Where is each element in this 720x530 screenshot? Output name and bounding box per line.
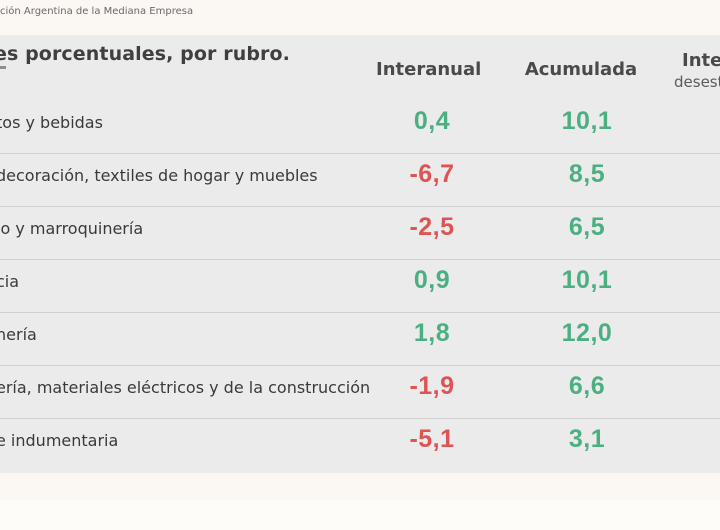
row-label: tos y bebidas (0, 113, 103, 132)
value-acumulada: 6,6 (568, 372, 606, 400)
source-caption: ción Argentina de la Mediana Empresa (0, 6, 194, 17)
value-acumulada: 6,5 (568, 213, 606, 241)
table-row: tos y bebidas 0,4 10,1 (0, 101, 720, 154)
table-row: e indumentaria -5,1 3,1 (0, 419, 720, 472)
table-row: lo y marroquinería -2,5 6,5 (0, 207, 720, 260)
row-label: decoración, textiles de hogar y muebles (0, 166, 318, 185)
footer-strip (0, 500, 720, 530)
value-interanual: 0,4 (413, 107, 451, 135)
value-interanual: -2,5 (409, 213, 455, 241)
value-interanual: -1,9 (409, 372, 455, 400)
row-separator (0, 206, 720, 207)
table-title: es porcentuales, por rubro. (0, 43, 290, 65)
column-subheader-third: desest (674, 73, 720, 91)
table-panel: es porcentuales, por rubro. Interanual A… (0, 35, 720, 473)
value-acumulada: 10,1 (561, 107, 613, 135)
value-interanual: 0,9 (413, 266, 451, 294)
row-label: nería (0, 325, 37, 344)
row-separator (0, 418, 720, 419)
value-acumulada: 10,1 (561, 266, 613, 294)
row-separator (0, 259, 720, 260)
row-separator (0, 153, 720, 154)
column-header-acumulada: Acumulada (524, 59, 638, 80)
value-interanual: -5,1 (409, 425, 455, 453)
value-interanual: -6,7 (409, 160, 455, 188)
row-label: e indumentaria (0, 431, 119, 450)
table-row: cia 0,9 10,1 (0, 260, 720, 313)
row-label: ería, materiales eléctricos y de la cons… (0, 378, 371, 397)
title-underline (0, 66, 6, 69)
row-label: lo y marroquinería (0, 219, 144, 238)
value-acumulada: 8,5 (568, 160, 606, 188)
row-separator (0, 312, 720, 313)
column-header-third: Inte (682, 50, 720, 71)
table-row: decoración, textiles de hogar y muebles -… (0, 154, 720, 207)
column-header-interanual: Interanual (376, 59, 482, 80)
value-acumulada: 3,1 (568, 425, 606, 453)
value-acumulada: 12,0 (561, 319, 613, 347)
row-label: cia (0, 272, 20, 291)
value-interanual: 1,8 (413, 319, 451, 347)
table-row: nería 1,8 12,0 (0, 313, 720, 366)
row-separator (0, 365, 720, 366)
table-row: ería, materiales eléctricos y de la cons… (0, 366, 720, 419)
